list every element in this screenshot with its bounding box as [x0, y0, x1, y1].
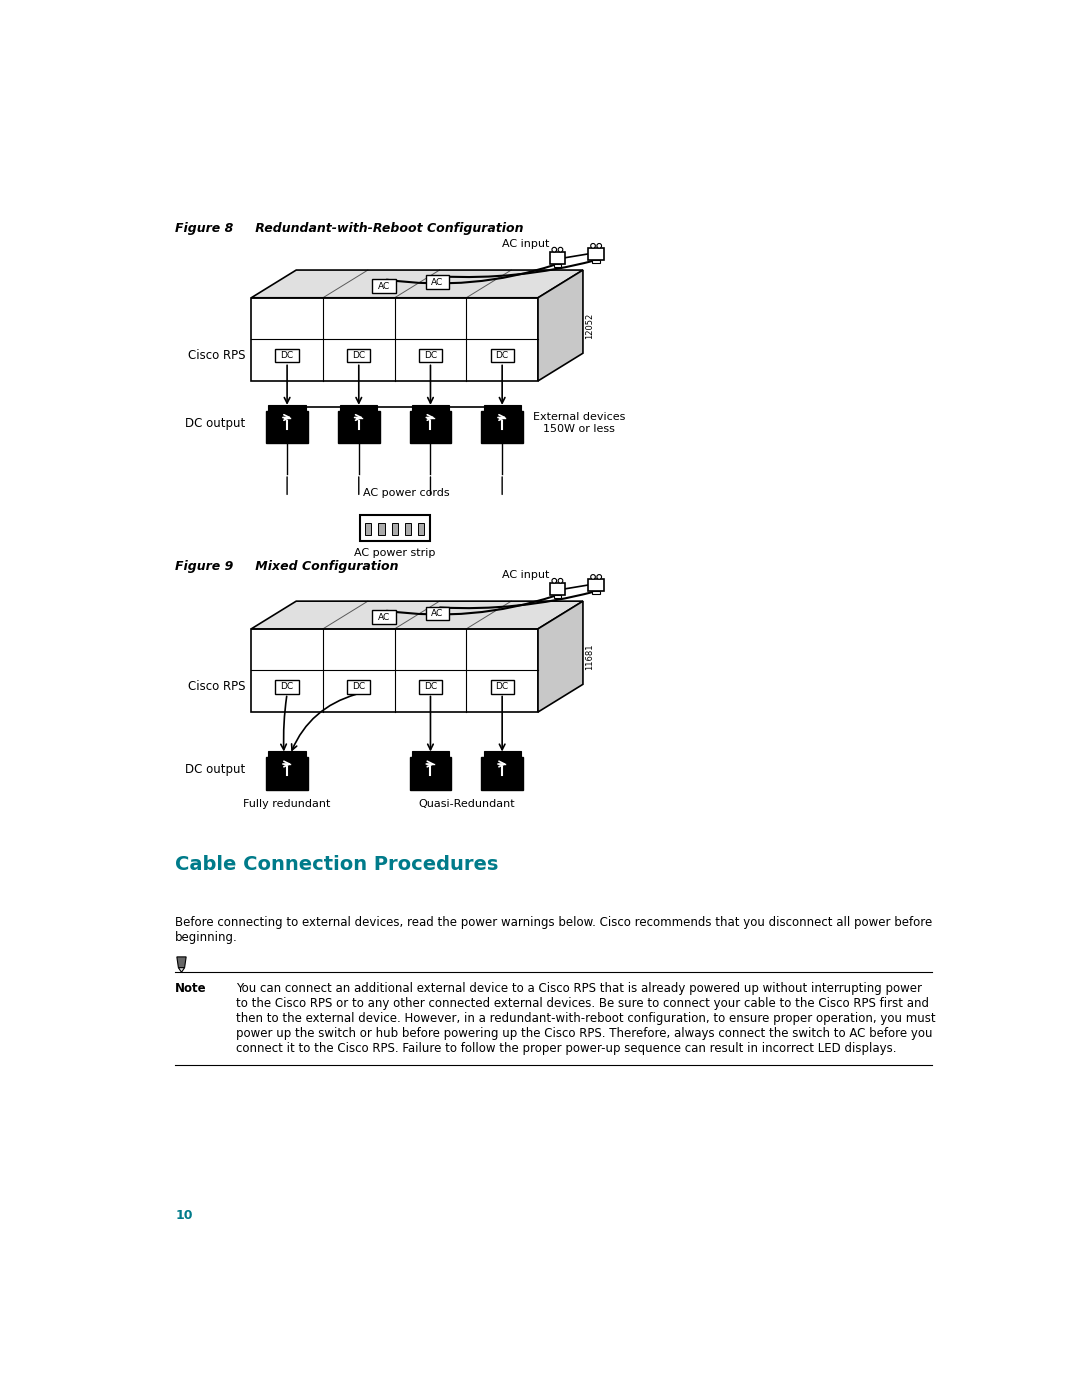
Circle shape — [591, 243, 595, 249]
Text: Quasi-Redundant: Quasi-Redundant — [418, 799, 515, 809]
Text: DC output: DC output — [185, 416, 245, 430]
Text: Fully redundant: Fully redundant — [243, 799, 330, 809]
Bar — [266, 411, 308, 443]
Circle shape — [558, 247, 563, 251]
Bar — [589, 249, 604, 260]
Bar — [592, 591, 600, 594]
Bar — [378, 522, 384, 535]
Text: 12052: 12052 — [584, 313, 594, 338]
Polygon shape — [538, 601, 583, 712]
Bar — [426, 606, 449, 620]
Bar — [550, 251, 565, 264]
Bar — [275, 349, 299, 362]
Bar — [411, 752, 449, 757]
Text: You can connect an additional external device to a Cisco RPS that is already pow: You can connect an additional external d… — [235, 982, 935, 1055]
Bar — [405, 522, 410, 535]
Bar — [419, 349, 442, 362]
Text: AC: AC — [431, 609, 443, 617]
Bar — [490, 349, 514, 362]
Text: 11681: 11681 — [584, 644, 594, 669]
Bar — [392, 522, 397, 535]
Bar — [589, 580, 604, 591]
Circle shape — [552, 578, 556, 583]
Bar — [409, 757, 451, 789]
Circle shape — [597, 574, 602, 580]
Bar — [482, 757, 523, 789]
Text: DC: DC — [496, 682, 509, 692]
Text: External devices
150W or less: External devices 150W or less — [534, 412, 625, 434]
Text: Note: Note — [175, 982, 207, 995]
Text: Cisco RPS: Cisco RPS — [188, 680, 245, 693]
Text: DC: DC — [281, 351, 294, 360]
Text: Cable Connection Procedures: Cable Connection Procedures — [175, 855, 499, 873]
Bar — [360, 514, 430, 542]
Bar — [347, 680, 370, 693]
Text: Figure 8     Redundant-with-Reboot Configuration: Figure 8 Redundant-with-Reboot Configura… — [175, 222, 524, 235]
Polygon shape — [177, 957, 186, 968]
Bar — [269, 405, 306, 411]
Bar — [554, 264, 562, 267]
Bar — [554, 595, 562, 598]
Text: AC power cords: AC power cords — [363, 488, 449, 497]
Polygon shape — [252, 270, 583, 298]
Text: Before connecting to external devices, read the power warnings below. Cisco reco: Before connecting to external devices, r… — [175, 916, 932, 944]
Text: Cisco RPS: Cisco RPS — [188, 349, 245, 362]
Bar — [484, 405, 521, 411]
Text: AC power strip: AC power strip — [354, 548, 435, 557]
Bar — [373, 610, 395, 624]
Text: DC: DC — [496, 351, 509, 360]
Text: DC: DC — [352, 351, 365, 360]
Bar — [426, 275, 449, 289]
Text: Figure 9     Mixed Configuration: Figure 9 Mixed Configuration — [175, 560, 399, 573]
Bar — [373, 279, 395, 293]
Text: AC: AC — [378, 282, 390, 291]
Bar — [347, 349, 370, 362]
Text: DC: DC — [424, 682, 437, 692]
Bar — [482, 411, 523, 443]
Bar — [338, 411, 380, 443]
Bar — [418, 522, 424, 535]
Circle shape — [558, 578, 563, 583]
Text: AC input: AC input — [502, 570, 550, 580]
Text: DC output: DC output — [185, 763, 245, 777]
Text: DC: DC — [424, 351, 437, 360]
Polygon shape — [538, 270, 583, 381]
Bar — [365, 522, 372, 535]
Polygon shape — [252, 601, 583, 629]
Polygon shape — [252, 298, 538, 381]
Polygon shape — [252, 629, 538, 712]
Bar — [409, 411, 451, 443]
Text: DC: DC — [352, 682, 365, 692]
Polygon shape — [178, 968, 185, 972]
Circle shape — [552, 247, 556, 251]
Text: AC: AC — [378, 613, 390, 622]
Text: AC input: AC input — [502, 239, 550, 249]
Text: 10: 10 — [175, 1208, 193, 1222]
Text: DC: DC — [281, 682, 294, 692]
Circle shape — [597, 243, 602, 249]
Bar — [269, 752, 306, 757]
Bar — [411, 405, 449, 411]
Bar — [419, 680, 442, 693]
Bar — [550, 583, 565, 595]
Text: AC: AC — [431, 278, 443, 286]
Circle shape — [591, 574, 595, 580]
Bar — [490, 680, 514, 693]
Bar — [275, 680, 299, 693]
Bar — [592, 260, 600, 263]
Bar — [484, 752, 521, 757]
Bar — [266, 757, 308, 789]
Bar — [340, 405, 377, 411]
